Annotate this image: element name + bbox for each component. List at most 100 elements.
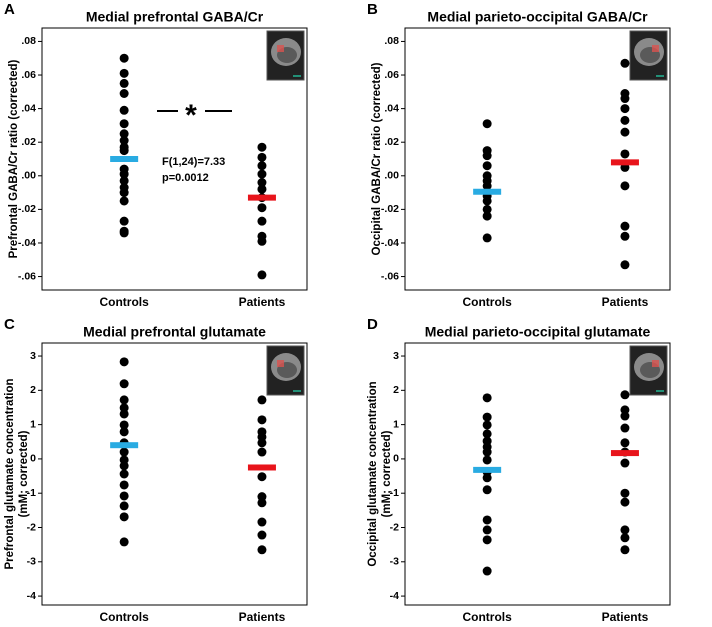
data-point [257, 498, 267, 508]
data-point [482, 233, 492, 243]
data-point [620, 94, 630, 104]
y-tick-label: -.04 [18, 237, 36, 249]
y-tick-label: -.02 [381, 203, 399, 215]
annotation: p=0.0012 [162, 172, 209, 184]
panel: A Medial prefrontal GABA/Cr Prefrontal GAB… [4, 1, 308, 309]
data-point [257, 447, 267, 457]
data-point [620, 497, 630, 507]
panel-letter: A [4, 1, 15, 18]
data-point [620, 104, 630, 114]
y-tick-label: -2 [27, 521, 36, 533]
data-point [119, 427, 129, 437]
data-point [257, 415, 267, 425]
data-point [482, 161, 492, 171]
x-tick-label: Patients [602, 295, 649, 309]
group-mean [610, 450, 639, 457]
data-point [119, 420, 129, 430]
y-tick-label: -.06 [18, 270, 36, 282]
data-point [620, 221, 630, 231]
y-tick-label: .08 [21, 35, 36, 47]
y-tick-label: .00 [384, 170, 399, 182]
data-point [620, 545, 630, 555]
plot-frame [404, 27, 671, 291]
data-point [119, 228, 129, 238]
data-point [257, 216, 267, 226]
data-point [119, 89, 129, 98]
y-tick-label: -3 [27, 556, 36, 568]
group-mean [610, 159, 639, 166]
y-tick-label: .02 [384, 136, 399, 148]
significance-star: * [185, 99, 197, 132]
data-point [620, 260, 630, 270]
plot-frame [41, 27, 308, 291]
plot-frame [404, 342, 671, 606]
data-point [119, 403, 129, 413]
y-tick-label: 1 [393, 418, 399, 430]
y-tick-label: 2 [393, 384, 399, 396]
inset-voxel [652, 45, 659, 52]
data-point [482, 515, 492, 525]
data-point [482, 455, 492, 465]
data-point [119, 461, 129, 471]
data-point [257, 203, 267, 213]
panel-title: Medial parieto-occipital GABA/Cr [427, 9, 648, 25]
inset-voxel [277, 360, 284, 367]
y-axis-label: (mM; corrected) [381, 430, 393, 517]
data-point [119, 68, 129, 78]
data-point [119, 105, 129, 115]
panel-letter: C [4, 316, 15, 333]
data-point [620, 423, 630, 433]
data-point [482, 181, 492, 191]
y-tick-label: -2 [390, 521, 399, 533]
data-point [620, 533, 630, 543]
group-mean [247, 194, 276, 201]
group-mean [247, 464, 276, 471]
plot-frame [41, 342, 308, 606]
y-tick-label: -1 [390, 487, 399, 499]
data-point [119, 78, 129, 88]
inset-voxel [277, 45, 284, 52]
y-tick-label: 0 [393, 453, 399, 465]
data-point [620, 127, 630, 137]
data-point [482, 119, 492, 129]
data-point [119, 501, 129, 511]
data-point [620, 488, 630, 498]
y-axis-label: Occipital glutamate concentration [367, 381, 379, 566]
group-mean [473, 188, 502, 195]
data-point [482, 525, 492, 535]
y-tick-label: 0 [30, 453, 36, 465]
data-point [119, 119, 129, 129]
panel-letter: D [367, 316, 378, 333]
data-point [257, 184, 267, 194]
data-point [257, 169, 267, 179]
y-tick-label: -.06 [381, 270, 399, 282]
y-tick-label: -.02 [18, 203, 36, 215]
data-point [482, 393, 492, 403]
y-tick-label: -.04 [381, 237, 399, 249]
y-tick-label: -3 [390, 556, 399, 568]
data-point [482, 473, 492, 483]
data-point [119, 146, 129, 156]
data-point [482, 196, 492, 206]
y-tick-label: .04 [21, 102, 36, 114]
data-point [119, 491, 129, 501]
data-point [257, 178, 267, 188]
data-point [620, 458, 630, 468]
data-point [119, 512, 129, 522]
x-tick-label: Patients [239, 295, 286, 309]
y-tick-label: -4 [27, 590, 36, 602]
data-point [119, 395, 129, 405]
data-point [257, 270, 267, 280]
data-point [482, 151, 492, 161]
data-point [257, 152, 267, 162]
panel: D Medial parieto-occipital glutamate Occip… [367, 316, 671, 624]
panel-title: Medial prefrontal GABA/Cr [86, 9, 264, 25]
y-tick-label: .08 [384, 35, 399, 47]
y-axis-label: Occipital GABA/Cr ratio (corrected) [371, 62, 383, 255]
data-point [482, 447, 492, 457]
y-axis-label: (mM; corrected) [18, 430, 30, 517]
group-mean [110, 442, 139, 449]
data-point [620, 525, 630, 535]
y-tick-label: .04 [384, 102, 399, 114]
y-tick-label: 3 [30, 350, 36, 362]
